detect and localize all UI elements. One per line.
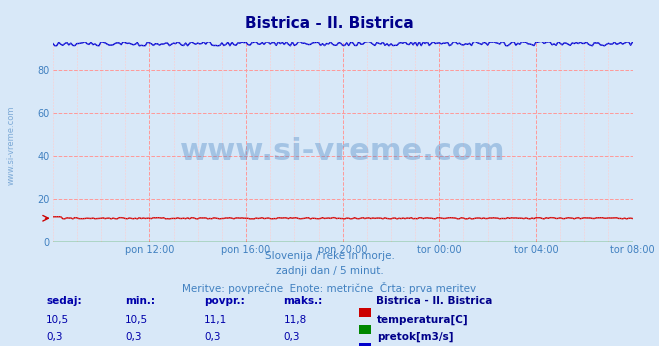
Text: Bistrica - Il. Bistrica: Bistrica - Il. Bistrica — [245, 16, 414, 30]
Text: www.si-vreme.com: www.si-vreme.com — [180, 137, 505, 166]
Text: sedaj:: sedaj: — [46, 296, 82, 306]
Text: 0,3: 0,3 — [46, 332, 63, 342]
Text: povpr.:: povpr.: — [204, 296, 245, 306]
Text: min.:: min.: — [125, 296, 156, 306]
Text: Bistrica - Il. Bistrica: Bistrica - Il. Bistrica — [376, 296, 492, 306]
Text: 0,3: 0,3 — [204, 332, 221, 342]
Text: Meritve: povprečne  Enote: metrične  Črta: prva meritev: Meritve: povprečne Enote: metrične Črta:… — [183, 282, 476, 294]
Text: zadnji dan / 5 minut.: zadnji dan / 5 minut. — [275, 266, 384, 276]
Text: pretok[m3/s]: pretok[m3/s] — [377, 332, 453, 343]
Text: www.si-vreme.com: www.si-vreme.com — [7, 106, 16, 185]
Text: maks.:: maks.: — [283, 296, 323, 306]
Text: 10,5: 10,5 — [125, 315, 148, 325]
Text: Slovenija / reke in morje.: Slovenija / reke in morje. — [264, 251, 395, 261]
Text: 10,5: 10,5 — [46, 315, 69, 325]
Text: 11,1: 11,1 — [204, 315, 227, 325]
Text: temperatura[C]: temperatura[C] — [377, 315, 469, 325]
Text: 0,3: 0,3 — [283, 332, 300, 342]
Text: 11,8: 11,8 — [283, 315, 306, 325]
Text: 0,3: 0,3 — [125, 332, 142, 342]
